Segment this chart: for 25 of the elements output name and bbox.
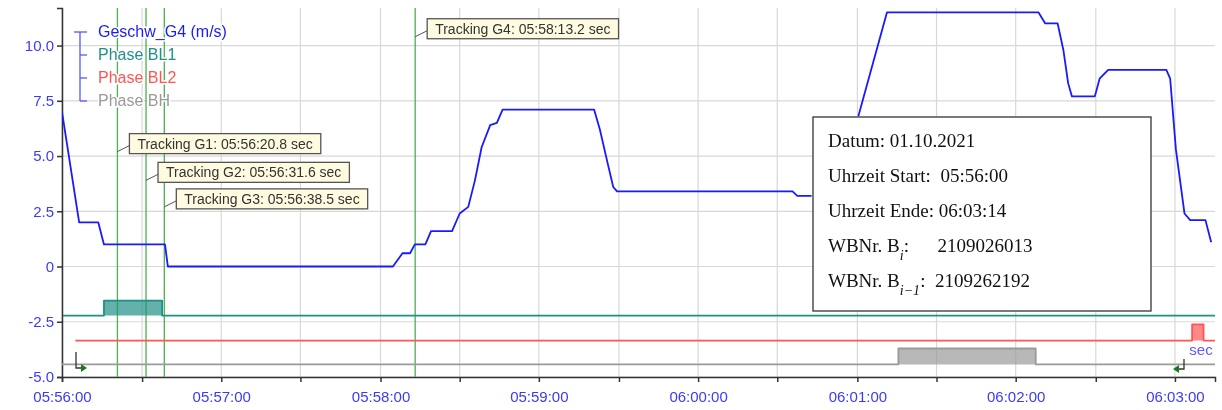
x-tick-label: 06:00:00 <box>669 387 728 405</box>
annotation: Datum: 01.10.2021 <box>828 130 976 151</box>
y-tick-label: 5.0 <box>33 147 54 165</box>
annotation: Tracking G4: 05:58:13.2 sec <box>435 20 611 37</box>
x-tick-label: 05:57:00 <box>192 387 251 405</box>
x-tick-label: 05:59:00 <box>510 387 569 405</box>
annotation: WBNr. B$_{i}$: 2109026013 <box>828 235 1033 263</box>
x-tick-label: 06:02:00 <box>986 387 1046 405</box>
annotation: Uhrzeit Ende: 06:03:14 <box>828 200 1007 221</box>
x-tick-label: 06:03:00 <box>1146 387 1205 405</box>
y-tick-label: -2.5 <box>28 313 54 331</box>
annotation: Tracking G2: 05:56:31.6 sec <box>166 164 342 181</box>
y-tick-label: 2.5 <box>33 202 54 220</box>
annotation: Tracking G1: 05:56:20.8 sec <box>137 135 313 152</box>
annotation: Uhrzeit Start: 05:56:00 <box>828 165 1008 186</box>
annotation: Tracking G3: 05:56:38.5 sec <box>184 190 360 207</box>
x-tick-label: 06:01:00 <box>828 387 888 405</box>
x-axis-title: sec <box>1189 341 1214 358</box>
y-tick-label: 7.5 <box>33 92 54 110</box>
y-tick-label: 0 <box>45 257 54 275</box>
x-tick-label: 05:56:00 <box>33 387 92 405</box>
x-tick-label: 05:58:00 <box>351 387 411 405</box>
y-tick-label: -5.0 <box>28 368 54 386</box>
annotation: WBNr. B$_{i−1}$: 2109262192 <box>828 270 1030 298</box>
y-tick-label: 10.0 <box>24 36 54 54</box>
